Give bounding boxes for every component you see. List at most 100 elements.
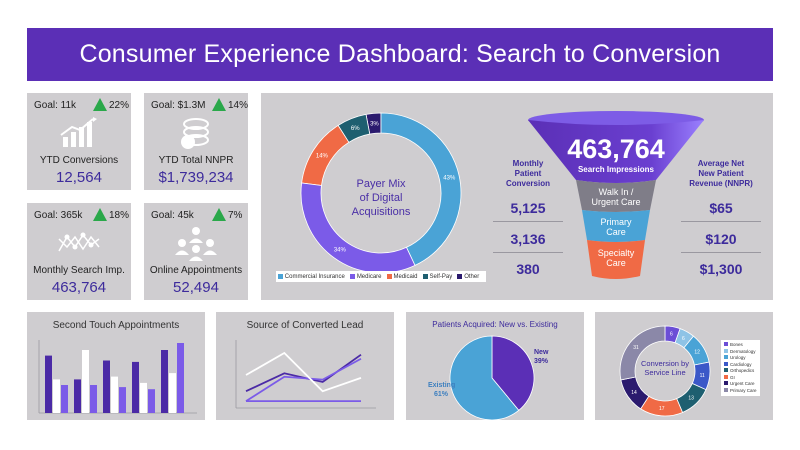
kpi-ytd-conversions[interactable]: Goal: 11k 22% YTD Conversions 12,564 [27,93,131,190]
bar[interactable] [103,360,110,414]
bar[interactable] [53,379,60,413]
chart-slice[interactable] [300,182,416,273]
series-line[interactable] [245,351,362,393]
conversion-funnel: 463,764 Search Impressions Walk In / Urg… [528,111,704,279]
kpi-goal: Goal: 45k [151,210,194,221]
chart-data-label: 13 [688,396,694,402]
patients-acquired-panel: Patients Acquired: New vs. Existing New … [406,312,584,420]
funnel-stage-primary[interactable] [582,210,650,242]
pie-value-new: 39% [534,358,549,365]
payer-mix-legend: Commercial Insurance Medicare Medicaid S… [276,271,486,282]
chart-slice[interactable] [380,112,462,266]
nnpr-walkin: $65 [709,200,733,216]
chart-data-label: 6 [682,336,685,342]
second-touch-bar-chart[interactable] [27,312,205,420]
nnpr-header: Average Net New Patient Revenue (NNPR) [689,159,753,188]
impressions-label: Search Impressions [578,165,655,174]
kpi-change: 7% [228,210,243,221]
service-line-donut[interactable]: 6 6 12 11 13 17 14 31 Conversion by Service Lin… [595,312,773,420]
kpi-label: Online Appointments [149,265,243,276]
kpi-goal: Goal: 365k [34,210,83,221]
legend-item: Medicaid [386,274,418,280]
payer-funnel-panel: 3% 6% 14% 34% 43% Payer Mix of Digital Acqui… [261,93,773,300]
legend-item: Primary Care [724,387,757,395]
network-graph-icon [58,232,100,252]
kpi-goal: Goal: $1.3M [151,100,206,111]
bar[interactable] [132,361,139,413]
kpi-online-appointments[interactable]: Goal: 45k 7% Online Appointments 52,494 [144,203,248,300]
stage-label: Care [606,258,626,268]
coin-stack-icon [181,118,209,149]
chart-data-label: 14 [631,390,637,396]
bar[interactable] [111,376,118,413]
chart-slice[interactable] [449,335,520,420]
new-vs-existing-pie[interactable]: New 39% Existing 61% [406,312,584,420]
monthly-conversion-header: Monthly Patient Conversion [505,159,550,188]
conversion-walkin: 5,125 [510,200,546,216]
chart-data-label: 3% [370,121,379,127]
dashboard-header: Consumer Experience Dashboard: Search to… [27,28,773,81]
pie-value-existing: 61% [434,391,449,398]
bar[interactable] [119,387,126,413]
divider [681,252,761,253]
source-lead-panel: Source of Converted Lead [216,312,394,420]
funnel-stage-specialty[interactable] [587,240,645,279]
divider [493,252,563,253]
bar[interactable] [90,385,97,413]
bar[interactable] [140,382,147,413]
up-arrow-icon [93,208,107,221]
bar[interactable] [82,350,89,413]
people-group-icon [175,227,217,261]
bar[interactable] [45,355,52,413]
bar[interactable] [161,350,168,413]
legend-item: GI [724,374,757,382]
kpi-change: 18% [109,210,130,221]
up-arrow-icon [93,98,107,111]
panel-title: Source of Converted Lead [246,320,364,331]
service-title-1: Conversion by [641,359,689,368]
pie-label-new: New [534,349,549,356]
nnpr-specialty: $1,300 [699,261,743,277]
legend-item: Medicare [349,274,382,280]
chart-data-label: 34% [334,248,347,254]
chart-data-label: 14% [316,153,329,159]
chart-data-label: 17 [659,406,665,412]
chart-slice[interactable] [619,325,666,381]
stage-label: Specialty [598,248,635,258]
legend-item: Commercial Insurance [277,274,345,280]
service-line-legend: Bones Dermatology Urology Cardiology Orthope… [721,340,760,396]
chart-data-label: 6% [351,126,360,132]
bar[interactable] [61,385,68,413]
service-title-2: Service Line [644,368,685,377]
legend-item: Dermatology [724,348,757,356]
bar[interactable] [74,379,81,413]
payer-mix-donut[interactable]: 3% 6% 14% 34% 43% Payer Mix of Digital Acqui… [261,93,501,273]
legend-item: Self-Pay [422,274,452,280]
bar[interactable] [148,389,155,413]
chart-data-label: 11 [700,373,705,379]
up-arrow-icon [212,208,226,221]
conversion-primary: 3,136 [510,231,546,247]
kpi-change: 22% [109,100,130,111]
kpi-ytd-nnpr[interactable]: Goal: $1.3M 14% YTD Total NNPR $1,739,23… [144,93,248,190]
second-touch-panel: Second Touch Appointments [27,312,205,420]
bar[interactable] [169,373,176,413]
series-line[interactable] [245,357,362,402]
payer-mix-title-3: Acquisitions [352,206,411,218]
pie-label-existing: Existing [428,382,455,389]
payer-mix-title-2: of Digital [360,192,403,204]
stage-label: Urgent Care [591,197,640,207]
legend-item: Urgent Care [724,381,757,388]
legend-item: Cardiology [724,361,757,369]
kpi-goal: Goal: 11k [34,100,77,111]
source-lead-line-chart[interactable] [216,312,394,420]
chart-slice[interactable] [337,113,371,143]
bar[interactable] [177,343,184,413]
kpi-label: YTD Conversions [39,155,119,166]
chart-slice[interactable] [491,335,535,411]
chart-slice[interactable] [301,124,350,186]
chart-data-label: 31 [633,345,639,351]
kpi-monthly-search[interactable]: Goal: 365k 18% Monthly Search Imp. 463,7… [27,203,131,300]
funnel-stage-walkin[interactable] [576,180,656,212]
legend-item: Other [457,274,479,280]
